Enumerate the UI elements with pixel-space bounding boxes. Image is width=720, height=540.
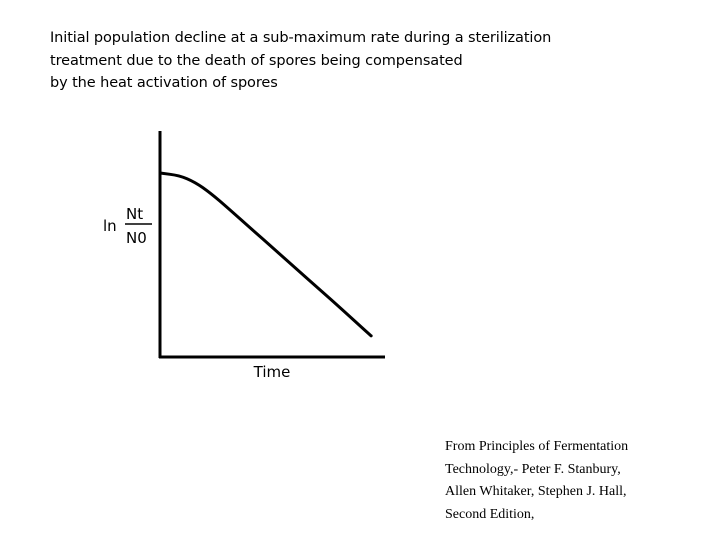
y-axis-label: ln Nt N0 (103, 205, 152, 247)
y-axis-label-denominator: N0 (126, 229, 147, 247)
series-line-1 (159, 171, 373, 338)
source-line-1: From Principles of Fermentation (445, 439, 629, 454)
source-line-4: Second Edition, (445, 506, 535, 522)
y-axis-label-prefix: ln (103, 217, 117, 235)
caption-line-2: treatment due to the death of spores bei… (50, 52, 463, 69)
y-axis-label-numerator: Nt (126, 205, 143, 223)
source-line-3: Allen Whitaker, Stephen J. Hall, (445, 484, 627, 499)
caption-line-1: Initial population decline at a sub-maxi… (50, 30, 552, 46)
source-citation: From Principles of Fermentation Technolo… (445, 436, 705, 526)
series-layer (159, 171, 373, 338)
figure-caption: Initial population decline at a sub-maxi… (50, 27, 610, 95)
x-axis-label: Time (253, 363, 291, 381)
source-line-2: Technology,- Peter F. Stanbury, (445, 461, 621, 477)
caption-line-3: by the heat activation of spores (50, 75, 278, 91)
